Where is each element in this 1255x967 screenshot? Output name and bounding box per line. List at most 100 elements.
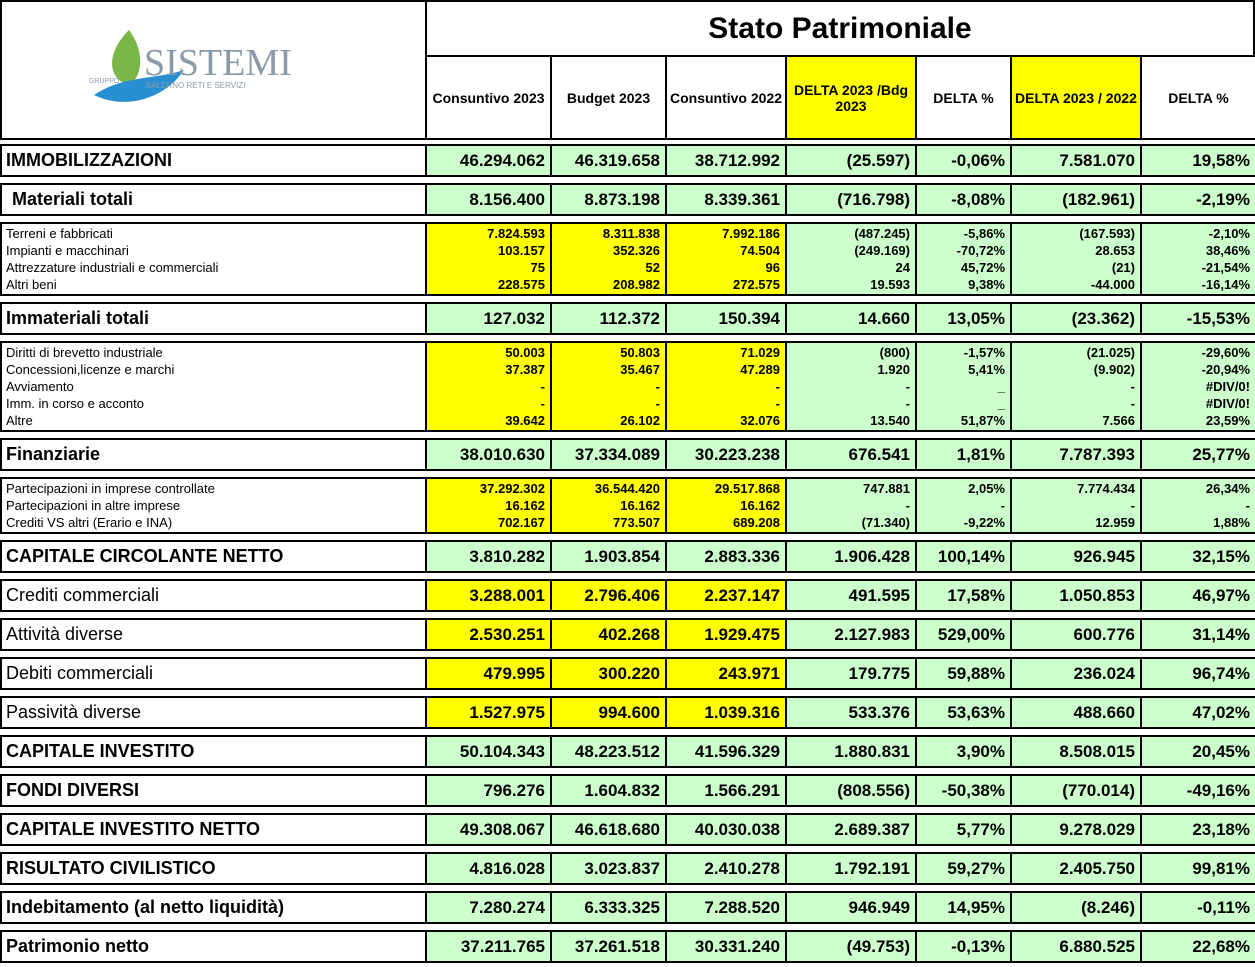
cell-value: 1.604.832 bbox=[550, 774, 667, 807]
row-label: Patrimonio netto bbox=[0, 930, 427, 963]
logo-wave bbox=[93, 70, 184, 102]
column-header: Consuntivo 2023 bbox=[425, 55, 552, 140]
cell-value: 46.618.680 bbox=[550, 813, 667, 846]
group-values: 7.992.186 74.504 96 272.575 bbox=[665, 222, 787, 296]
cell-value: 37.261.518 bbox=[550, 930, 667, 963]
cell-value: -15,53% bbox=[1140, 302, 1255, 335]
cell-value: (167.593) bbox=[1079, 226, 1135, 241]
cell-value: (71.340) bbox=[861, 515, 910, 530]
group-values: (800) 1.920 - - 13.540 bbox=[785, 341, 917, 432]
cell-value: 38,46% bbox=[1205, 243, 1250, 258]
cell-value: 59,88% bbox=[915, 657, 1012, 690]
cell-value: 7.280.274 bbox=[425, 891, 552, 924]
row-label: Impianti e macchinari bbox=[6, 243, 129, 258]
logo-tagline: SALERNO RETI E SERVIZI bbox=[146, 81, 245, 90]
group-values: 29.517.868 16.162 689.208 bbox=[665, 477, 787, 534]
cell-value: 103.157 bbox=[498, 243, 545, 258]
cell-value: 26,34% bbox=[1205, 481, 1250, 496]
row-label: Partecipazioni in imprese controllate bbox=[6, 481, 215, 496]
group-values: 7.774.434 - 12.959 bbox=[1010, 477, 1142, 534]
cell-value: -8,08% bbox=[915, 183, 1012, 216]
cell-value: 2.689.387 bbox=[785, 813, 917, 846]
cell-value: - bbox=[1245, 498, 1250, 513]
cell-value: 40.030.038 bbox=[665, 813, 787, 846]
cell-value: - bbox=[655, 396, 660, 411]
cell-value: 100,14% bbox=[915, 540, 1012, 573]
cell-value: 5,41% bbox=[968, 362, 1005, 377]
row-label: Crediti VS altri (Erario e INA) bbox=[6, 515, 173, 530]
cell-value: 8.339.361 bbox=[665, 183, 787, 216]
cell-value: 7.288.520 bbox=[665, 891, 787, 924]
cell-value: 14.660 bbox=[785, 302, 917, 335]
cell-value: 16.162 bbox=[620, 498, 660, 513]
cell-value: 127.032 bbox=[425, 302, 552, 335]
cell-value: 1,88% bbox=[1213, 515, 1250, 530]
cell-value: 7.581.070 bbox=[1010, 144, 1142, 177]
cell-value: 7.992.186 bbox=[722, 226, 780, 241]
row-label: Immateriali totali bbox=[0, 302, 427, 335]
row-label: Indebitamento (al netto liquidità) bbox=[0, 891, 427, 924]
cell-value: 2.410.278 bbox=[665, 852, 787, 885]
group-values: 36.544.420 16.162 773.507 bbox=[550, 477, 667, 534]
cell-value: 25,77% bbox=[1140, 438, 1255, 471]
logo-group: GRUPPO bbox=[89, 78, 120, 85]
cell-value: 5,77% bbox=[915, 813, 1012, 846]
cell-value: 30.331.240 bbox=[665, 930, 787, 963]
group-values: 71.029 47.289 - - 32.076 bbox=[665, 341, 787, 432]
cell-value: 7.774.434 bbox=[1077, 481, 1135, 496]
group-labels: Partecipazioni in imprese controllate Par… bbox=[0, 477, 427, 534]
cell-value: -44.000 bbox=[1090, 277, 1135, 292]
row-label: Crediti commerciali bbox=[0, 579, 427, 612]
cell-value: 747.881 bbox=[863, 481, 910, 496]
row-label: Passività diverse bbox=[0, 696, 427, 729]
cell-value: 600.776 bbox=[1010, 618, 1142, 651]
cell-value: 53,63% bbox=[915, 696, 1012, 729]
cell-value: -2,19% bbox=[1140, 183, 1255, 216]
cell-value: - bbox=[1130, 379, 1135, 394]
cell-value: - bbox=[655, 379, 660, 394]
cell-value: 50.803 bbox=[620, 345, 660, 360]
cell-value: 1.566.291 bbox=[665, 774, 787, 807]
cell-value: 4.816.028 bbox=[425, 852, 552, 885]
cell-value: 14,95% bbox=[915, 891, 1012, 924]
cell-value: 16.162 bbox=[740, 498, 780, 513]
cell-value: 39.642 bbox=[505, 413, 545, 428]
cell-value: 179.775 bbox=[785, 657, 917, 690]
cell-value: 272.575 bbox=[733, 277, 780, 292]
cell-value: (21.025) bbox=[1086, 345, 1135, 360]
cell-value: 702.167 bbox=[498, 515, 545, 530]
cell-value: 402.268 bbox=[550, 618, 667, 651]
cell-value: 47.289 bbox=[740, 362, 780, 377]
cell-value: 96,74% bbox=[1140, 657, 1255, 690]
cell-value: 38.712.992 bbox=[665, 144, 787, 177]
row-label: FONDI DIVERSI bbox=[0, 774, 427, 807]
cell-value: 1.880.831 bbox=[785, 735, 917, 768]
cell-value: 37.387 bbox=[505, 362, 545, 377]
cell-value: -29,60% bbox=[1201, 345, 1250, 360]
cell-value: 236.024 bbox=[1010, 657, 1142, 690]
cell-value: 20,45% bbox=[1140, 735, 1255, 768]
row-label: Attrezzature industriali e commerciali bbox=[6, 260, 219, 275]
cell-value: (800) bbox=[879, 345, 910, 360]
cell-value: 46.319.658 bbox=[550, 144, 667, 177]
cell-value: 2.127.983 bbox=[785, 618, 917, 651]
cell-value: 99,81% bbox=[1140, 852, 1255, 885]
group-values: -29,60% -20,94% #DIV/0! #DIV/0! 23,59% bbox=[1140, 341, 1255, 432]
group-values: -1,57% 5,41% _ _ 51,87% bbox=[915, 341, 1012, 432]
cell-value: (249.169) bbox=[854, 243, 910, 258]
cell-value: - bbox=[1000, 498, 1005, 513]
cell-value: 16.162 bbox=[505, 498, 545, 513]
cell-value: 3.288.001 bbox=[425, 579, 552, 612]
cell-value: 26.102 bbox=[620, 413, 660, 428]
cell-value: 2.883.336 bbox=[665, 540, 787, 573]
row-label: CAPITALE CIRCOLANTE NETTO bbox=[0, 540, 427, 573]
row-label: Attività diverse bbox=[0, 618, 427, 651]
cell-value: 48.223.512 bbox=[550, 735, 667, 768]
cell-value: 47,02% bbox=[1140, 696, 1255, 729]
cell-value: 29.517.868 bbox=[714, 481, 780, 496]
row-label: CAPITALE INVESTITO NETTO bbox=[0, 813, 427, 846]
cell-value: 8.508.015 bbox=[1010, 735, 1142, 768]
cell-value: -0,06% bbox=[915, 144, 1012, 177]
cell-value: 46.294.062 bbox=[425, 144, 552, 177]
group-values: (487.245) (249.169) 24 19.593 bbox=[785, 222, 917, 296]
